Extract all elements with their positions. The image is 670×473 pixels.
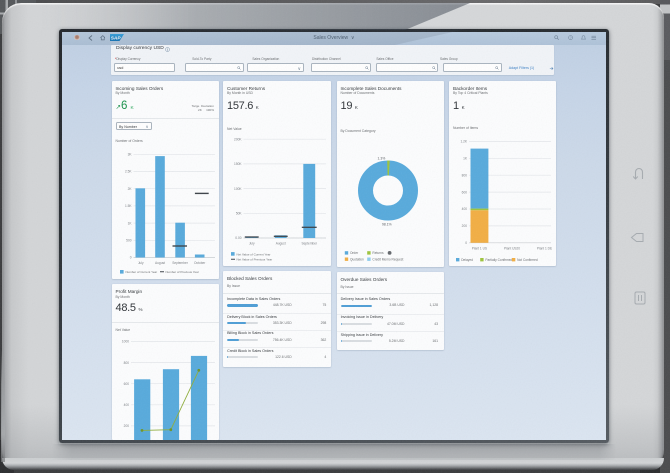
svg-text:Credit Memo Request: Credit Memo Request (372, 257, 403, 261)
svg-text:600: 600 (123, 382, 129, 386)
svg-text:Partially Confirmed: Partially Confirmed (485, 258, 512, 262)
svg-text:Plant US20: Plant US20 (504, 246, 520, 250)
svg-text:August: August (276, 241, 286, 245)
svg-text:1.2K: 1.2K (460, 139, 467, 143)
svg-text:1.5K: 1.5K (124, 204, 131, 208)
svg-text:200: 200 (462, 224, 468, 228)
svg-text:2K: 2K (127, 186, 132, 190)
svg-text:800: 800 (123, 361, 129, 365)
svg-text:Plant 1 US: Plant 1 US (472, 246, 487, 250)
svg-text:400: 400 (462, 207, 468, 211)
svg-text:1000: 1000 (121, 340, 128, 344)
svg-text:SAP: SAP (110, 35, 121, 41)
svg-text:July: July (137, 261, 143, 265)
svg-text:Number of Previous Year: Number of Previous Year (165, 270, 198, 274)
svg-text:Quotation: Quotation (350, 257, 364, 261)
svg-text:September: September (172, 261, 189, 265)
svg-text:200: 200 (123, 424, 129, 428)
svg-text:2.5K: 2.5K (124, 169, 131, 173)
svg-text:July: July (249, 241, 255, 245)
svg-text:Plant 1 DE: Plant 1 DE (537, 246, 552, 250)
svg-text:0.00: 0.00 (235, 236, 241, 240)
svg-text:3K: 3K (127, 152, 132, 156)
svg-text:1K: 1K (127, 221, 132, 225)
svg-text:September: September (302, 241, 319, 245)
svg-text:Not Confirmed: Not Confirmed (517, 258, 538, 262)
svg-text:?: ? (570, 36, 572, 40)
svg-text:Number of Current Year: Number of Current Year (125, 270, 157, 274)
svg-text:Delayed: Delayed (461, 258, 473, 262)
svg-text:October: October (194, 261, 206, 265)
svg-text:Returns: Returns (372, 251, 384, 255)
svg-text:100K: 100K (234, 186, 242, 190)
svg-text:50K: 50K (236, 211, 243, 215)
svg-text:1.3%: 1.3% (377, 156, 385, 160)
svg-text:Order: Order (350, 251, 359, 255)
svg-text:200K: 200K (234, 137, 242, 141)
svg-text:Net Value of Previous Year: Net Value of Previous Year (237, 257, 273, 261)
svg-text:August: August (155, 261, 165, 265)
svg-text:1K: 1K (463, 156, 468, 160)
svg-text:150K: 150K (234, 162, 242, 166)
svg-text:0: 0 (465, 241, 467, 245)
svg-text:400: 400 (123, 403, 129, 407)
svg-text:98.1%: 98.1% (382, 222, 392, 226)
svg-text:600: 600 (462, 190, 468, 194)
svg-text:800: 800 (462, 173, 468, 177)
svg-text:500: 500 (126, 238, 132, 242)
svg-text:Net Value of Current Year: Net Value of Current Year (237, 252, 271, 256)
svg-text:0: 0 (129, 255, 131, 259)
